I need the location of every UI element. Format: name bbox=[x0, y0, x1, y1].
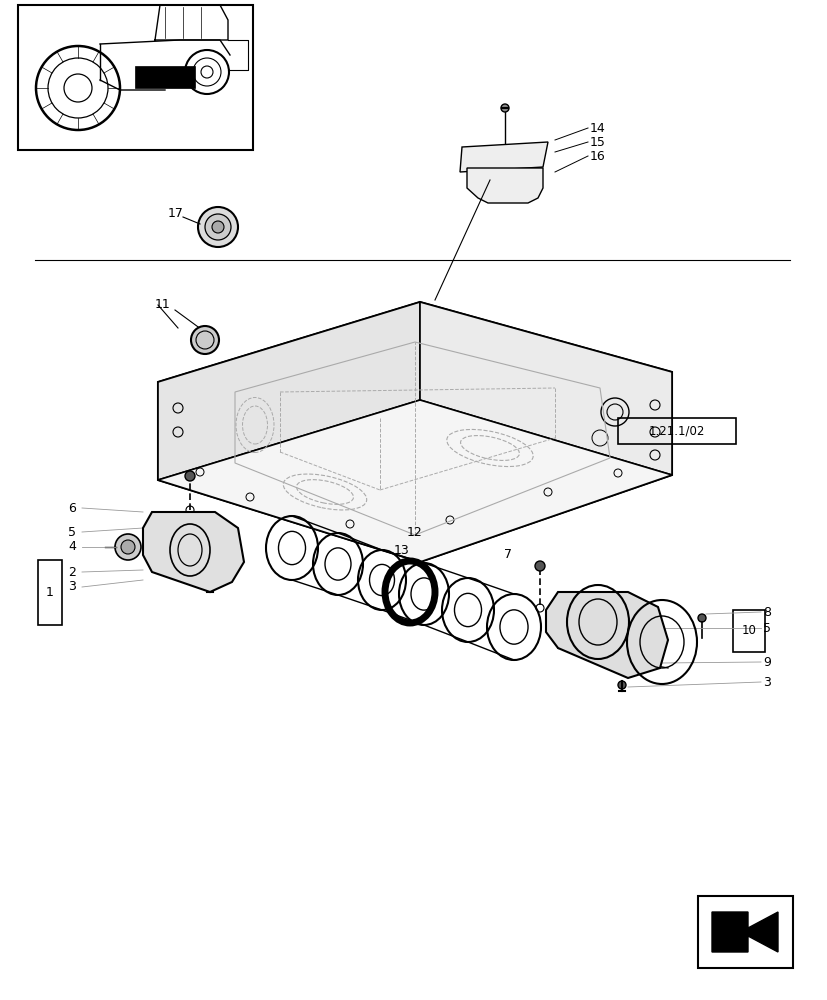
Text: 7: 7 bbox=[504, 548, 511, 562]
Bar bbox=[135, 66, 195, 88]
Text: 2: 2 bbox=[68, 566, 76, 578]
Circle shape bbox=[500, 104, 509, 112]
Bar bbox=[732, 610, 764, 652]
Polygon shape bbox=[545, 592, 667, 678]
Text: 11: 11 bbox=[155, 298, 170, 312]
Circle shape bbox=[121, 540, 135, 554]
Bar bbox=[697, 896, 792, 968]
Circle shape bbox=[205, 214, 231, 240]
Text: 17: 17 bbox=[168, 207, 184, 220]
Text: 4: 4 bbox=[68, 540, 76, 554]
Bar bbox=[617, 418, 735, 444]
Text: 15: 15 bbox=[590, 136, 605, 149]
Text: 14: 14 bbox=[590, 122, 605, 135]
Circle shape bbox=[184, 471, 195, 481]
Text: 16: 16 bbox=[590, 150, 605, 163]
Bar bbox=[38, 560, 62, 625]
Circle shape bbox=[617, 681, 625, 689]
Text: 13: 13 bbox=[394, 544, 409, 556]
Text: 9: 9 bbox=[762, 656, 770, 668]
Text: 3: 3 bbox=[762, 676, 770, 688]
Circle shape bbox=[697, 614, 705, 622]
Text: 1.21.1/02: 1.21.1/02 bbox=[648, 424, 705, 438]
Polygon shape bbox=[158, 302, 419, 480]
Text: 12: 12 bbox=[407, 526, 423, 538]
Polygon shape bbox=[711, 912, 777, 952]
Circle shape bbox=[534, 561, 544, 571]
Polygon shape bbox=[466, 168, 543, 203]
Polygon shape bbox=[158, 302, 672, 562]
Circle shape bbox=[115, 534, 141, 560]
Polygon shape bbox=[419, 302, 672, 475]
Text: 10: 10 bbox=[741, 624, 756, 638]
Circle shape bbox=[212, 221, 224, 233]
Circle shape bbox=[206, 580, 213, 588]
Text: 8: 8 bbox=[762, 605, 770, 618]
Text: 3: 3 bbox=[68, 580, 76, 593]
Text: 6: 6 bbox=[68, 502, 76, 514]
Text: 5: 5 bbox=[68, 526, 76, 538]
Polygon shape bbox=[143, 512, 244, 592]
Circle shape bbox=[191, 326, 218, 354]
Text: 5: 5 bbox=[762, 621, 770, 634]
Polygon shape bbox=[460, 142, 547, 172]
Circle shape bbox=[198, 207, 237, 247]
Polygon shape bbox=[158, 400, 672, 562]
Text: 1: 1 bbox=[46, 585, 54, 598]
Bar bbox=[18, 5, 253, 150]
